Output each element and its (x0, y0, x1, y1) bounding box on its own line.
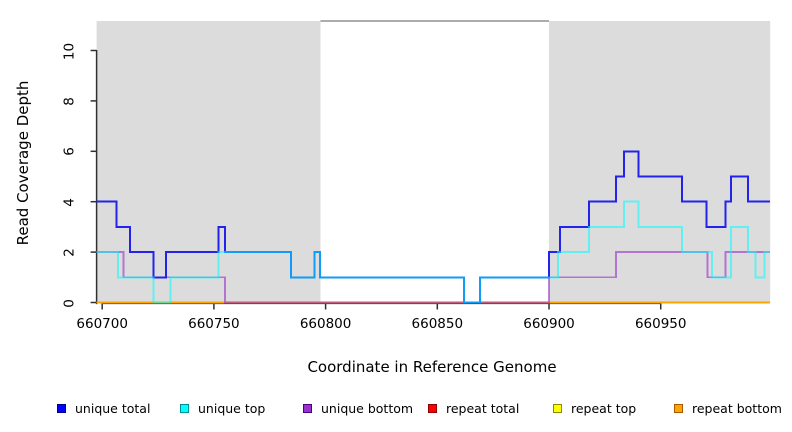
y-tick-label-4: 4 (61, 197, 78, 207)
legend-swatch-repeat-top (553, 403, 562, 413)
repeat-region-left (96, 21, 321, 304)
legend-swatch-unique-total (57, 403, 66, 413)
repeat-region-right (549, 21, 771, 304)
legend-swatch-repeat-total (428, 403, 437, 413)
x-tick-label-660750: 660750 (188, 316, 240, 332)
x-axis-label: Coordinate in Reference Genome (307, 358, 557, 376)
legend-item-unique-top: unique top (180, 399, 265, 417)
x-tick-label-660700: 660700 (76, 316, 128, 332)
legend-swatch-unique-top (180, 403, 189, 413)
y-tick-label-0: 0 (61, 298, 78, 308)
y-tick-label-8: 8 (61, 97, 78, 106)
series-line-unique-top (96, 200, 771, 304)
legend-swatch-unique-bottom (303, 403, 312, 413)
legend-label-unique-bottom: unique bottom (321, 400, 414, 416)
legend-label-unique-total: unique total (75, 400, 151, 416)
legend-swatch-repeat-bottom (674, 403, 683, 413)
legend-label-repeat-bottom: repeat bottom (692, 400, 782, 416)
y-tick-label-10: 10 (61, 42, 78, 60)
legend-item-unique-total: unique total (57, 399, 150, 417)
legend-label-repeat-total: repeat total (446, 400, 520, 416)
y-tick-label-2: 2 (61, 248, 78, 257)
legend-label-repeat-top: repeat top (571, 400, 637, 416)
chart-legend: unique total unique top unique bottom repea… (0, 399, 792, 419)
y-axis-label: Read Coverage Depth (14, 80, 32, 246)
legend-item-repeat-top: repeat top (553, 399, 636, 417)
x-tick-label-660900: 660900 (523, 316, 575, 332)
x-tick-label-660800: 660800 (299, 316, 352, 332)
x-tick-label-660850: 660850 (411, 316, 464, 332)
legend-item-repeat-total: repeat total (428, 399, 519, 417)
legend-label-unique-top: unique top (198, 400, 266, 416)
legend-item-repeat-bottom: repeat bottom (674, 399, 782, 417)
x-tick-label-660950: 660950 (634, 316, 687, 332)
legend-item-unique-bottom: unique bottom (303, 399, 413, 417)
y-tick-label-6: 6 (61, 147, 78, 157)
